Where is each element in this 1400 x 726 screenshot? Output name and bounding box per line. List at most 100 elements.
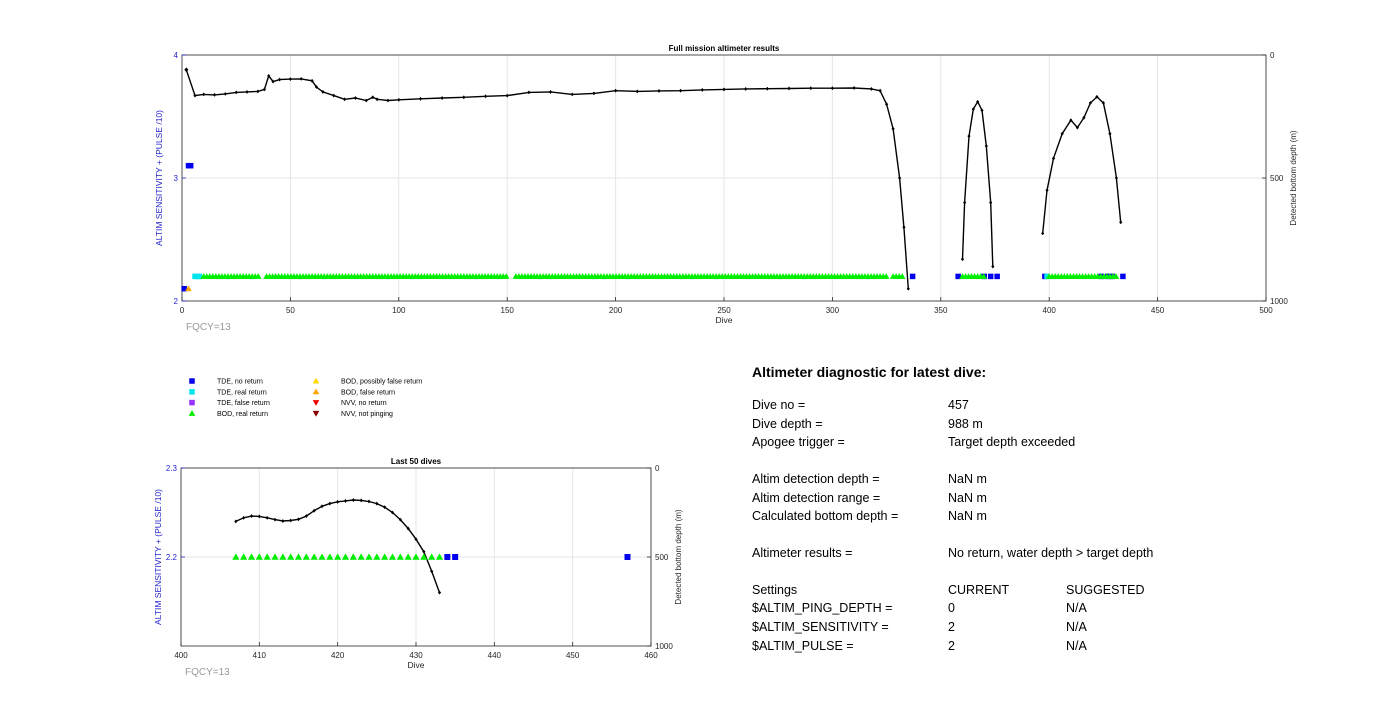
bottom-depth-point xyxy=(289,518,293,523)
legend-label: NVV, no return xyxy=(341,400,387,407)
diag-label: Dive depth = xyxy=(752,416,823,431)
setting-row-sensitivity: $ALTIM_SENSITIVITY = 2 N/A xyxy=(752,620,1352,639)
x-tick-label: 500 xyxy=(1259,306,1273,315)
legend: TDE, no return TDE, real return TDE, false… xyxy=(188,377,422,418)
diagnostic-marker xyxy=(294,553,303,560)
bottom-depth-point xyxy=(328,501,332,506)
bottom-depth-point xyxy=(592,91,596,96)
diag-value: Target depth exceeded xyxy=(948,435,1076,450)
fqcy-annotation: FQCY=13 xyxy=(186,322,231,333)
diagnostic-marker xyxy=(326,553,334,560)
bottom-depth-point xyxy=(312,508,316,513)
y2-tick-label: 0 xyxy=(655,464,660,473)
bottom-depth-point xyxy=(371,95,375,100)
diagnostic-marker xyxy=(428,553,436,560)
diagnostic-marker xyxy=(255,273,262,279)
diag-value: 457 xyxy=(948,398,969,412)
diag-row-detection-range: Altim detection range = NaN m xyxy=(752,491,1352,510)
legend-label: BOD, real return xyxy=(217,411,268,418)
diagnostic-marker xyxy=(302,553,310,560)
bottom-depth-point xyxy=(976,99,980,104)
bottom-depth-point xyxy=(1108,131,1112,136)
diagnostic-title: Altimeter diagnostic for latest dive: xyxy=(752,364,987,380)
fqcy-annotation: FQCY=13 xyxy=(185,667,230,678)
bottom-depth-point xyxy=(963,200,967,205)
bottom-depth-point xyxy=(722,87,726,92)
x-tick-label: 300 xyxy=(826,306,840,315)
diag-label: Dive no = xyxy=(752,398,806,412)
diagnostic-marker xyxy=(255,553,263,560)
x-tick-label: 430 xyxy=(409,651,423,660)
bottom-depth-point xyxy=(406,526,410,531)
diag-value: NaN m xyxy=(948,509,987,524)
diagnostic-marker xyxy=(341,553,350,560)
diagnostic-marker xyxy=(232,553,240,560)
bottom-depth-point xyxy=(635,89,639,94)
bottom-depth-point xyxy=(249,514,254,518)
bottom-depth-line xyxy=(185,69,909,289)
x-tick-label: 420 xyxy=(331,651,345,660)
diagnostic-marker xyxy=(1112,273,1120,279)
diag-value: 988 m xyxy=(948,416,983,431)
setting-row-ping-depth: $ALTIM_PING_DEPTH = 0 N/A xyxy=(752,601,1352,620)
y2-tick-label: 1000 xyxy=(655,642,673,651)
setting-label: $ALTIM_PULSE = xyxy=(752,638,854,653)
bottom-depth-point xyxy=(1045,188,1049,193)
bottom-depth-point xyxy=(989,200,993,205)
bottom-depth-point xyxy=(1082,115,1086,120)
legend-marker xyxy=(312,377,320,384)
legend-label: TDE, false return xyxy=(217,400,270,407)
diag-value: No return, water depth > target depth xyxy=(948,545,1154,560)
bottom-depth-point xyxy=(299,76,303,81)
bottom-depth-point xyxy=(483,94,488,99)
bottom-depth-point xyxy=(700,88,704,92)
bottom-depth-point xyxy=(262,87,266,92)
y2-tick-label: 0 xyxy=(1270,51,1275,60)
y2-axis-label: Detected bottom depth (m) xyxy=(1289,130,1298,225)
bottom-depth-point xyxy=(271,79,275,84)
setting-suggested: N/A xyxy=(1066,619,1087,634)
diagnostic-marker xyxy=(420,553,428,560)
x-tick-label: 250 xyxy=(717,306,731,315)
bottom-depth-point xyxy=(657,88,661,93)
x-tick-label: 100 xyxy=(392,306,406,315)
bottom-depth-point xyxy=(277,77,282,82)
bottom-depth-point xyxy=(375,501,379,506)
bottom-depth-point xyxy=(869,87,874,91)
bottom-depth-point xyxy=(906,286,910,291)
y2-tick-label: 500 xyxy=(655,553,669,562)
x-tick-label: 450 xyxy=(1151,306,1165,315)
bottom-depth-point xyxy=(281,519,285,523)
setting-label: $ALTIM_SENSITIVITY = xyxy=(752,619,889,634)
diagnostic-marker xyxy=(1120,273,1126,280)
bottom-depth-point xyxy=(223,91,227,96)
bottom-depth-point xyxy=(359,498,363,503)
diagnostic-marker xyxy=(435,553,444,560)
current-header: CURRENT xyxy=(948,582,1010,597)
bottom-depth-point xyxy=(1088,101,1092,105)
bottom-depth-point xyxy=(1101,101,1105,105)
bottom-depth-point xyxy=(505,93,509,98)
setting-current: 2 xyxy=(948,619,955,634)
bottom-depth-point xyxy=(902,225,906,230)
diagnostic-marker xyxy=(334,553,342,560)
bottom-depth-point xyxy=(273,517,277,522)
bottom-depth-point xyxy=(364,98,368,103)
bottom-depth-point xyxy=(891,126,895,131)
bottom-depth-point xyxy=(386,98,390,103)
x-axis-label: Dive xyxy=(407,660,424,670)
bottom-depth-point xyxy=(1119,220,1123,225)
diag-row-altimeter-results: Altimeter results = No return, water dep… xyxy=(752,546,1352,565)
x-tick-label: 0 xyxy=(180,306,185,315)
diagnostic-marker xyxy=(412,553,420,560)
y-axis-label: ALTIM SENSITIVITY + (PULSE /10) xyxy=(154,110,164,246)
bottom-depth-point xyxy=(984,144,988,148)
x-tick-label: 450 xyxy=(566,651,580,660)
diagnostic-marker xyxy=(444,554,451,560)
bottom-depth-point xyxy=(367,499,371,504)
x-tick-label: 150 xyxy=(501,306,515,315)
bottom-depth-point xyxy=(265,515,269,520)
diag-label: Apogee trigger = xyxy=(752,435,845,450)
bottom-depth-point xyxy=(375,97,379,102)
